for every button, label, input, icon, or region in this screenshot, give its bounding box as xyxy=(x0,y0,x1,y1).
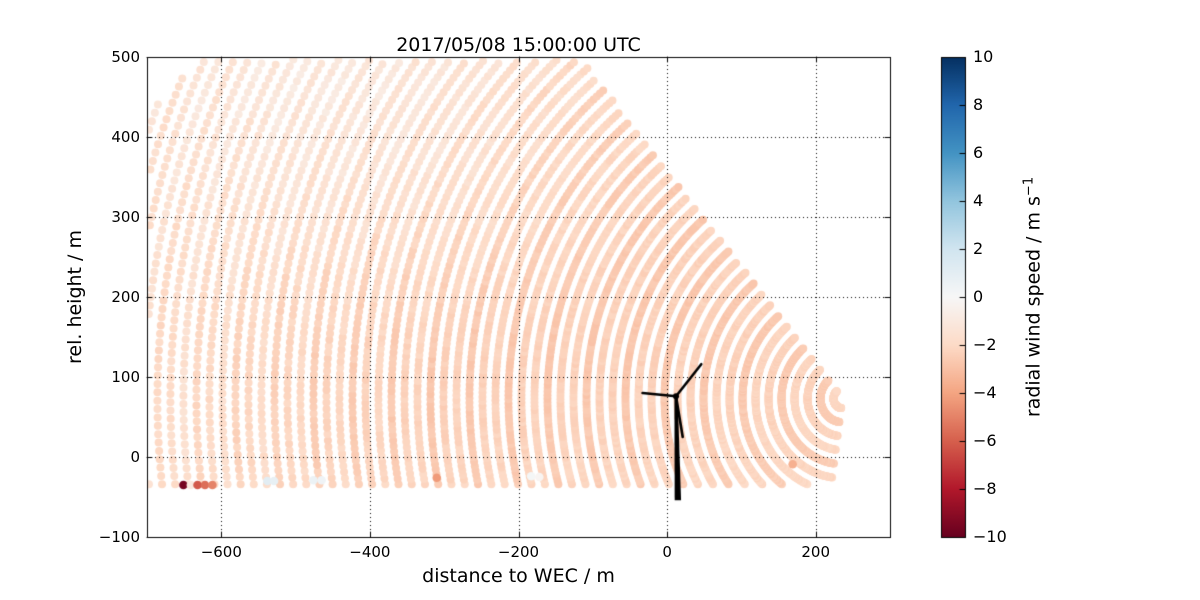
x-axis-label: distance to WEC / m xyxy=(422,565,615,587)
plot-title: 2017/05/08 15:00:00 UTC xyxy=(396,34,641,56)
colorbar-label-sup: −1 xyxy=(1021,176,1037,197)
y-tick-label: −100 xyxy=(98,528,140,546)
y-tick-label: 0 xyxy=(130,448,140,466)
x-tick-label: 200 xyxy=(801,543,830,561)
x-tick-label: −400 xyxy=(349,543,391,561)
colorbar-tick-label: −6 xyxy=(973,431,997,450)
colorbar-tick-label: 4 xyxy=(973,191,984,210)
y-tick-label: 300 xyxy=(111,208,140,226)
y-tick-label: 500 xyxy=(111,48,140,66)
y-tick-label: 100 xyxy=(111,368,140,386)
colorbar-tick-label: 10 xyxy=(973,47,994,66)
x-tick-label: −200 xyxy=(497,543,540,561)
colorbar-tick-label: −8 xyxy=(973,479,997,498)
colorbar-tick-label: 8 xyxy=(973,95,984,114)
y-tick-label: 400 xyxy=(111,128,140,146)
colorbar-tick-label: −2 xyxy=(973,335,997,354)
colorbar-label-main: radial wind speed / m s xyxy=(1022,196,1045,418)
colorbar-tick-label: −4 xyxy=(973,383,997,402)
colorbar-tick-label: 2 xyxy=(973,239,984,258)
x-tick-label: 0 xyxy=(662,543,672,561)
colorbar-tick-label: 0 xyxy=(973,287,984,306)
colorbar-tick-label: 6 xyxy=(973,143,984,162)
y-tick-label: 200 xyxy=(111,288,140,306)
colorbar-label: radial wind speed / m s−1 xyxy=(1021,177,1044,417)
colorbar-tick-label: −10 xyxy=(973,527,1007,546)
x-tick-label: −600 xyxy=(200,543,242,561)
